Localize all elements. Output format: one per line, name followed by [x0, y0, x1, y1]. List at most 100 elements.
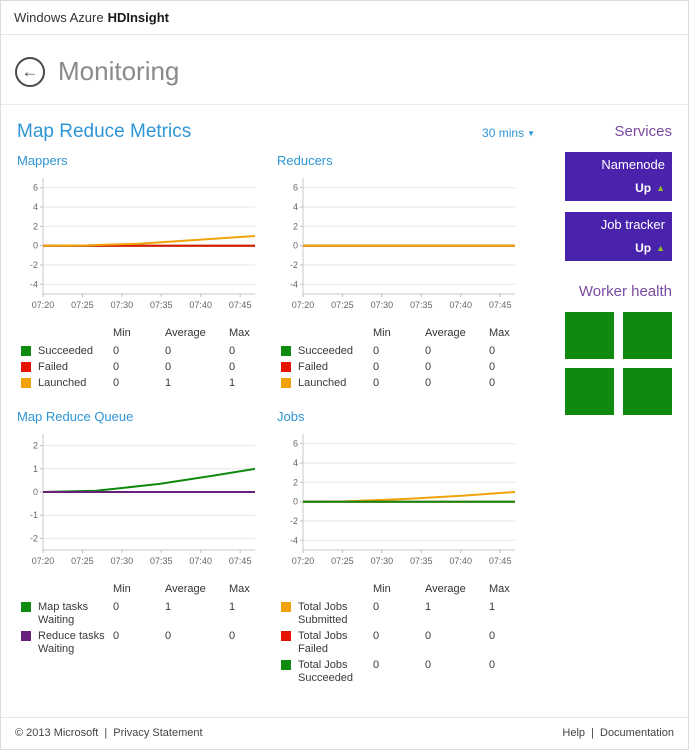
svg-text:-4: -4 — [290, 535, 298, 545]
svg-text:6: 6 — [33, 183, 38, 193]
svg-text:07:45: 07:45 — [229, 556, 252, 566]
series-max: 0 — [229, 345, 236, 357]
legend-row: Failed 0 0 0 — [277, 361, 529, 374]
service-tile-namenode[interactable]: Namenode Up ▲ — [565, 152, 672, 201]
legend-row: Total Jobs Succeeded 0 0 0 — [277, 659, 529, 685]
legend-column-header: Max — [229, 583, 250, 595]
legend-column-header: Min — [113, 327, 131, 339]
series-swatch — [21, 631, 31, 641]
product-name: HDInsight — [107, 10, 169, 25]
page-title: Monitoring — [58, 56, 180, 86]
legend-header-row: Min Average Max — [277, 583, 529, 596]
legend-column-header: Max — [229, 327, 250, 339]
svg-text:07:45: 07:45 — [489, 556, 512, 566]
legend-row: Total Jobs Submitted 0 1 1 — [277, 601, 529, 627]
series-label: Launched — [298, 377, 347, 389]
svg-text:4: 4 — [293, 202, 298, 212]
series-swatch — [21, 378, 31, 388]
series-swatch — [281, 378, 291, 388]
series-min: 0 — [113, 345, 120, 357]
chart-card-reducers: Reducers 6 4 2 0 -2 -4 07:20 07:25 07:30 07:35 07:… — [277, 153, 529, 393]
series-swatch — [281, 602, 291, 612]
legend-row: Succeeded 0 0 0 — [17, 345, 269, 358]
series-min: 0 — [113, 601, 120, 613]
svg-text:2: 2 — [33, 441, 38, 451]
svg-text:1: 1 — [33, 464, 38, 474]
svg-text:07:45: 07:45 — [489, 300, 512, 310]
series-max: 0 — [489, 630, 496, 642]
legend-row: Launched 0 1 1 — [17, 377, 269, 390]
page-header: ← Monitoring — [1, 35, 688, 105]
series-max: 0 — [229, 630, 236, 642]
series-swatch — [21, 362, 31, 372]
legend-column-header: Average — [165, 327, 206, 339]
chart-legend: Min Average Max Map tasks Waiting 0 1 1 Reduce … — [17, 583, 269, 656]
svg-text:-2: -2 — [30, 260, 38, 270]
series-min: 0 — [373, 345, 380, 357]
svg-text:6: 6 — [293, 439, 298, 449]
series-max: 1 — [229, 601, 236, 613]
worker-health-grid — [565, 312, 672, 415]
svg-text:0: 0 — [33, 241, 38, 251]
brand-text: Windows Azure — [14, 10, 104, 25]
metrics-header: Map Reduce Metrics 30 mins ▼ — [17, 121, 541, 143]
series-average: 1 — [165, 377, 172, 389]
svg-text:07:20: 07:20 — [32, 300, 55, 310]
svg-text:0: 0 — [293, 241, 298, 251]
worker-health-tile[interactable] — [565, 368, 614, 415]
svg-text:07:40: 07:40 — [189, 556, 212, 566]
chart-plot: 2 1 0 -1 -2 07:20 07:25 07:30 07:35 07:40 07:45 — [17, 426, 269, 581]
chart-card-mappers: Mappers 6 4 2 0 -2 -4 07:20 07:25 07:30 07:35 07:4… — [17, 153, 269, 393]
service-name: Job tracker — [600, 217, 665, 232]
svg-text:2: 2 — [33, 221, 38, 231]
legend-row: Map tasks Waiting 0 1 1 — [17, 601, 269, 627]
privacy-statement-link[interactable]: Privacy Statement — [113, 727, 203, 739]
series-swatch — [281, 631, 291, 641]
legend-header-row: Min Average Max — [17, 327, 269, 340]
series-average: 1 — [425, 601, 432, 613]
series-average: 0 — [425, 361, 432, 373]
svg-text:4: 4 — [33, 202, 38, 212]
series-label: Map tasks Waiting — [38, 601, 89, 626]
legend-row: Total Jobs Failed 0 0 0 — [277, 630, 529, 656]
chart-plot: 6 4 2 0 -2 -4 07:20 07:25 07:30 07:35 07:40 07:45 — [17, 170, 269, 325]
legend-header-row: Min Average Max — [277, 327, 529, 340]
svg-text:4: 4 — [293, 458, 298, 468]
chart-canvas: 2 1 0 -1 -2 07:20 07:25 07:30 07:35 07:40 07:45 — [30, 434, 256, 566]
svg-text:07:40: 07:40 — [449, 300, 472, 310]
footer-right: Help | Documentation — [562, 727, 674, 739]
services-heading: Services — [614, 123, 672, 140]
footer: © 2013 Microsoft | Privacy Statement Hel… — [1, 717, 688, 749]
worker-health-tile[interactable] — [623, 368, 672, 415]
svg-text:07:35: 07:35 — [410, 556, 433, 566]
time-range-value: 30 mins — [482, 126, 525, 140]
series-max: 0 — [489, 361, 496, 373]
series-label: Total Jobs Failed — [298, 630, 348, 655]
service-tile-job-tracker[interactable]: Job tracker Up ▲ — [565, 212, 672, 261]
chart-plot: 6 4 2 0 -2 -4 07:20 07:25 07:30 07:35 07:40 07:45 — [277, 170, 529, 325]
svg-text:-2: -2 — [30, 533, 38, 543]
series-min: 0 — [373, 630, 380, 642]
back-button[interactable]: ← — [15, 56, 45, 87]
documentation-link[interactable]: Documentation — [600, 727, 674, 739]
time-range-dropdown[interactable]: 30 mins ▼ — [482, 126, 535, 140]
svg-text:07:25: 07:25 — [331, 556, 354, 566]
svg-text:0: 0 — [293, 497, 298, 507]
worker-health-tile[interactable] — [565, 312, 614, 359]
worker-health-tile[interactable] — [623, 312, 672, 359]
series-swatch — [281, 660, 291, 670]
legend-column-header: Average — [425, 583, 466, 595]
help-link[interactable]: Help — [562, 727, 586, 739]
series-swatch — [281, 362, 291, 372]
legend-column-header: Min — [373, 583, 391, 595]
series-max: 0 — [489, 659, 496, 671]
series-average: 0 — [165, 630, 172, 642]
service-status-text: Up — [635, 181, 652, 195]
svg-text:-2: -2 — [290, 260, 298, 270]
series-label: Failed — [38, 361, 68, 373]
svg-text:07:35: 07:35 — [150, 556, 173, 566]
series-label: Total Jobs Submitted — [298, 601, 348, 626]
series-average: 0 — [425, 345, 432, 357]
chart-title: Map Reduce Queue — [17, 409, 134, 424]
